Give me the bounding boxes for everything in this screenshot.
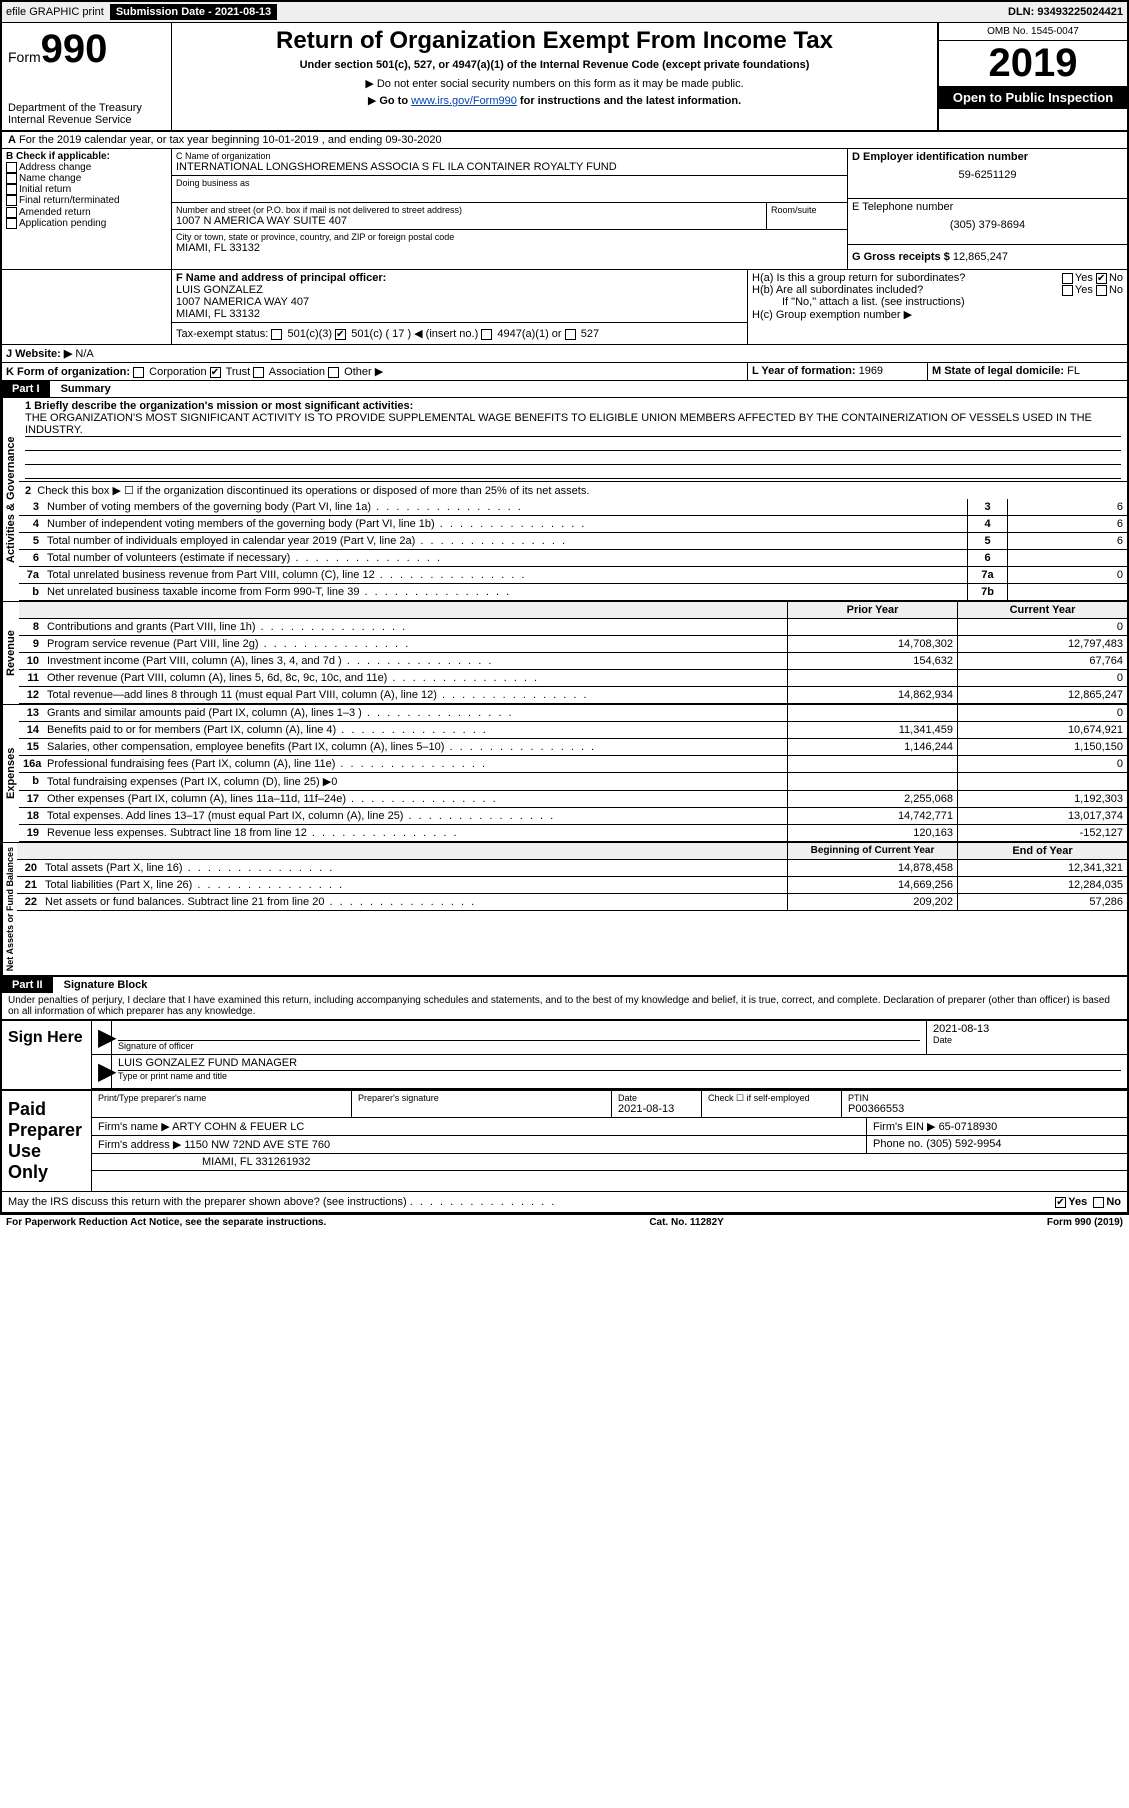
cb-hb-no[interactable] [1096,285,1107,296]
cb-corp[interactable] [133,367,144,378]
summary-line-14: 14Benefits paid to or for members (Part … [19,722,1127,739]
cb-application-pending[interactable] [6,218,17,229]
cb-ha-no[interactable] [1096,273,1107,284]
box-h: H(a) Is this a group return for subordin… [747,270,1127,344]
tax-exempt-status: Tax-exempt status: 501(c)(3) 501(c) ( 17… [172,323,747,344]
summary-line-7a: 7aTotal unrelated business revenue from … [19,567,1127,584]
summary-line-8: 8Contributions and grants (Part VIII, li… [19,619,1127,636]
box-c: C Name of organization INTERNATIONAL LON… [172,149,847,269]
summary-line-13: 13Grants and similar amounts paid (Part … [19,705,1127,722]
summary-line-17: 17Other expenses (Part IX, column (A), l… [19,791,1127,808]
discuss-line: May the IRS discuss this return with the… [2,1191,1127,1212]
line-klm: K Form of organization: Corporation Trus… [2,363,1127,381]
summary-line-22: 22Net assets or fund balances. Subtract … [17,894,1127,911]
cb-discuss-yes[interactable] [1055,1197,1066,1208]
summary-line-10: 10Investment income (Part VIII, column (… [19,653,1127,670]
cb-hb-yes[interactable] [1062,285,1073,296]
summary-line-11: 11Other revenue (Part VIII, column (A), … [19,670,1127,687]
cb-assoc[interactable] [253,367,264,378]
summary-line-12: 12Total revenue—add lines 8 through 11 (… [19,687,1127,704]
firm-ein: 65-0718930 [939,1121,998,1133]
summary-line-18: 18Total expenses. Add lines 13–17 (must … [19,808,1127,825]
part2-header: Part II Signature Block [2,975,1127,993]
cb-final-return[interactable] [6,195,17,206]
summary-line-16a: 16aProfessional fundraising fees (Part I… [19,756,1127,773]
section-bcdefg: B Check if applicable: Address change Na… [2,149,1127,270]
efile-label: efile GRAPHIC print [6,6,104,18]
org-name: INTERNATIONAL LONGSHOREMENS ASSOCIA S FL… [176,161,843,173]
cb-other[interactable] [328,367,339,378]
summary-line-19: 19Revenue less expenses. Subtract line 1… [19,825,1127,842]
officer-name: LUIS GONZALEZ [176,284,743,296]
preparer-phone: (305) 592-9954 [926,1138,1001,1150]
year-formation: 1969 [859,365,883,377]
part1-body: Activities & Governance 1 Briefly descri… [2,398,1127,601]
cb-initial-return[interactable] [6,184,17,195]
summary-line-5: 5Total number of individuals employed in… [19,533,1127,550]
summary-line-20: 20Total assets (Part X, line 16)14,878,4… [17,860,1127,877]
gross-receipts: 12,865,247 [953,251,1008,263]
city-state-zip: MIAMI, FL 33132 [176,242,843,254]
cb-ha-yes[interactable] [1062,273,1073,284]
cb-discuss-no[interactable] [1093,1197,1104,1208]
vtab-netassets: Net Assets or Fund Balances [2,843,17,975]
form-title: Return of Organization Exempt From Incom… [178,27,931,55]
part1-header: Part I Summary [2,381,1127,398]
cb-501c[interactable] [335,329,346,340]
cb-address-change[interactable] [6,162,17,173]
cb-4947[interactable] [481,329,492,340]
section-fh: F Name and address of principal officer:… [2,270,1127,345]
form990-link[interactable]: www.irs.gov/Form990 [411,95,517,107]
summary-line-21: 21Total liabilities (Part X, line 26)14,… [17,877,1127,894]
dept-treasury: Department of the Treasury [8,102,165,114]
box-b: B Check if applicable: Address change Na… [2,149,172,269]
line-j: J Website: ▶ N/A [2,345,1127,363]
note-ssn: Do not enter social security numbers on … [178,77,931,90]
box-deg: D Employer identification number 59-6251… [847,149,1127,269]
vtab-revenue: Revenue [2,602,19,704]
summary-line-6: 6Total number of volunteers (estimate if… [19,550,1127,567]
page-footer: For Paperwork Reduction Act Notice, see … [0,1214,1129,1230]
cb-name-change[interactable] [6,173,17,184]
state-domicile: FL [1067,365,1080,377]
perjury-declaration: Under penalties of perjury, I declare th… [2,993,1127,1019]
sign-date: 2021-08-13 [933,1023,1121,1035]
top-bar: efile GRAPHIC print Submission Date - 20… [2,2,1127,23]
omb-number: OMB No. 1545-0047 [939,23,1127,41]
cb-501c3[interactable] [271,329,282,340]
summary-line-3: 3Number of voting members of the governi… [19,499,1127,516]
mission-text: THE ORGANIZATION'S MOST SIGNIFICANT ACTI… [25,412,1121,437]
dln: DLN: 93493225024421 [1008,6,1123,18]
street-address: 1007 N AMERICA WAY SUITE 407 [176,215,762,227]
form-header: Form990 Department of the Treasury Inter… [2,23,1127,132]
vtab-expenses: Expenses [2,705,19,842]
ein: 59-6251129 [852,169,1123,181]
irs-label: Internal Revenue Service [8,114,165,126]
phone: (305) 379-8694 [852,219,1123,231]
submission-date: Submission Date - 2021-08-13 [110,4,277,20]
subtitle: Under section 501(c), 527, or 4947(a)(1)… [178,59,931,71]
firm-name: ARTY COHN & FEUER LC [172,1121,304,1133]
summary-line-15: 15Salaries, other compensation, employee… [19,739,1127,756]
officer-print-name: LUIS GONZALEZ FUND MANAGER [118,1057,1121,1071]
sign-here-block: Sign Here ▶ Signature of officer 2021-08… [2,1019,1127,1089]
paid-preparer-block: Paid Preparer Use Only Print/Type prepar… [2,1089,1127,1191]
cb-trust[interactable] [210,367,221,378]
cb-527[interactable] [565,329,576,340]
summary-line-4: 4Number of independent voting members of… [19,516,1127,533]
cb-amended[interactable] [6,207,17,218]
line-a: A For the 2019 calendar year, or tax yea… [2,132,1127,149]
summary-line-b: bTotal fundraising expenses (Part IX, co… [19,773,1127,791]
vtab-activities: Activities & Governance [2,398,19,601]
summary-line-9: 9Program service revenue (Part VIII, lin… [19,636,1127,653]
ptin: P00366553 [848,1103,1121,1115]
form-number: Form990 [8,27,165,72]
tax-year: 2019 [939,41,1127,86]
summary-line-b: bNet unrelated business taxable income f… [19,584,1127,601]
open-inspection: Open to Public Inspection [939,86,1127,109]
website: N/A [75,348,93,360]
note-link: Go to www.irs.gov/Form990 for instructio… [178,94,931,107]
